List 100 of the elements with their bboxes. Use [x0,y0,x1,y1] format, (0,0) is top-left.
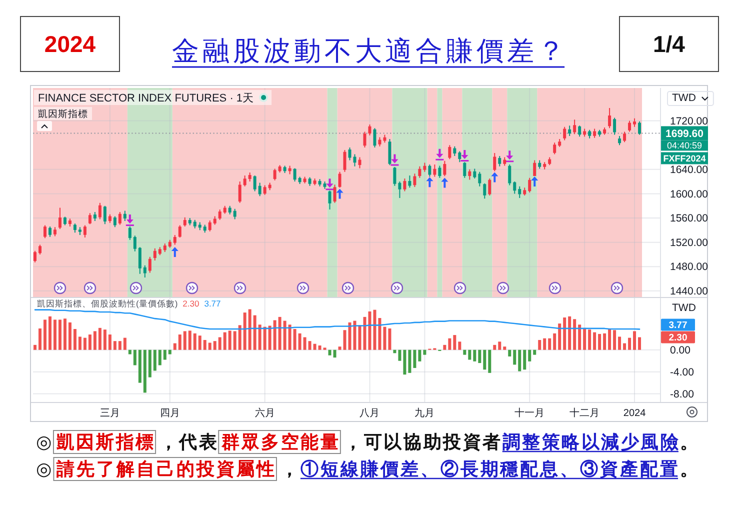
candlestick [538,160,542,170]
bar [403,350,406,375]
candlestick [173,234,176,246]
candlestick [103,205,106,225]
bar [158,350,162,366]
bar [378,318,382,350]
bar [338,346,342,350]
point [531,176,538,187]
candlestick [513,181,516,194]
bar [168,350,172,354]
point [336,188,344,199]
candlestick [548,156,552,166]
candlestick [373,128,376,148]
candlestick [183,216,186,228]
y-axis-title: TWD [672,92,696,104]
bar [418,350,422,362]
candlestick [558,138,562,148]
candlestick [193,219,196,229]
candlestick [378,136,382,147]
bar [313,344,316,350]
candlestick [393,166,396,186]
y-tick-label: 1720.00 [670,115,708,128]
candlestick [568,125,572,136]
candlestick [343,149,346,172]
bar [543,338,546,350]
y-axis-title: TWD [672,302,696,314]
x-tick-label: 九月 [414,407,435,419]
text: ◎ [36,432,54,452]
bar [98,328,102,350]
y-tick-label: -4.00 [670,366,694,378]
text: 調整策略以減少風險 [502,432,680,452]
candlestick [328,190,332,210]
candlestick [618,136,622,146]
candlestick [423,162,426,172]
y-tick-label: 1600.00 [670,188,708,200]
bar [148,350,152,378]
chart-title: 金融股波動不大適合賺價差？ [172,36,568,66]
x-tick-label: 2024 [623,408,646,419]
candlestick [53,226,56,237]
candlestick [368,124,372,136]
bar [363,316,366,350]
bar [533,350,536,355]
bar [358,325,362,350]
bar [288,324,292,350]
bar [153,350,156,371]
candlestick [118,211,122,226]
candlestick [483,182,486,200]
bar [123,338,126,350]
candlestick [438,165,442,178]
candlestick [413,173,416,188]
bar [558,324,562,350]
bar [388,328,392,350]
candlestick [383,134,386,144]
candlestick [283,165,286,174]
bar [263,326,266,350]
text: 04:40:59 [666,140,702,151]
bar [398,350,402,361]
annotation: 2.30 [182,298,200,308]
bar [63,318,66,350]
bar [383,326,386,350]
bar [233,331,236,350]
bar [143,350,146,393]
bar [538,340,542,350]
candlestick [403,178,406,192]
candlestick [93,211,96,222]
candlestick [478,171,482,187]
candlestick [523,187,526,196]
bar [138,350,142,383]
point [426,177,434,188]
bar [298,333,302,350]
candlestick [448,144,452,160]
bar [638,337,642,350]
candlestick [138,246,142,274]
bar [608,329,612,350]
candlestick [83,224,86,238]
candlestick [358,156,362,169]
bar [178,334,182,350]
y-tick-label: 1560.00 [670,212,708,225]
text: ，可以協助投資者 [344,432,502,452]
bar [93,331,96,350]
candlestick [418,166,422,178]
candlestick [308,176,312,186]
bar [548,338,552,350]
candlestick [213,216,216,226]
candlestick [323,181,326,190]
candlestick [333,184,336,204]
bar [493,344,496,350]
bar [68,322,72,350]
bar [128,350,132,354]
text: 2.30 [668,332,688,344]
candlestick [298,176,302,184]
candlestick [203,224,206,234]
candlestick [433,164,436,178]
candlestick [603,126,606,136]
x-tick-label: 十二月 [570,407,600,419]
candlestick [48,226,52,238]
bar [258,324,262,350]
candlestick [228,205,232,215]
candlestick [493,152,496,172]
candlestick [628,120,632,132]
